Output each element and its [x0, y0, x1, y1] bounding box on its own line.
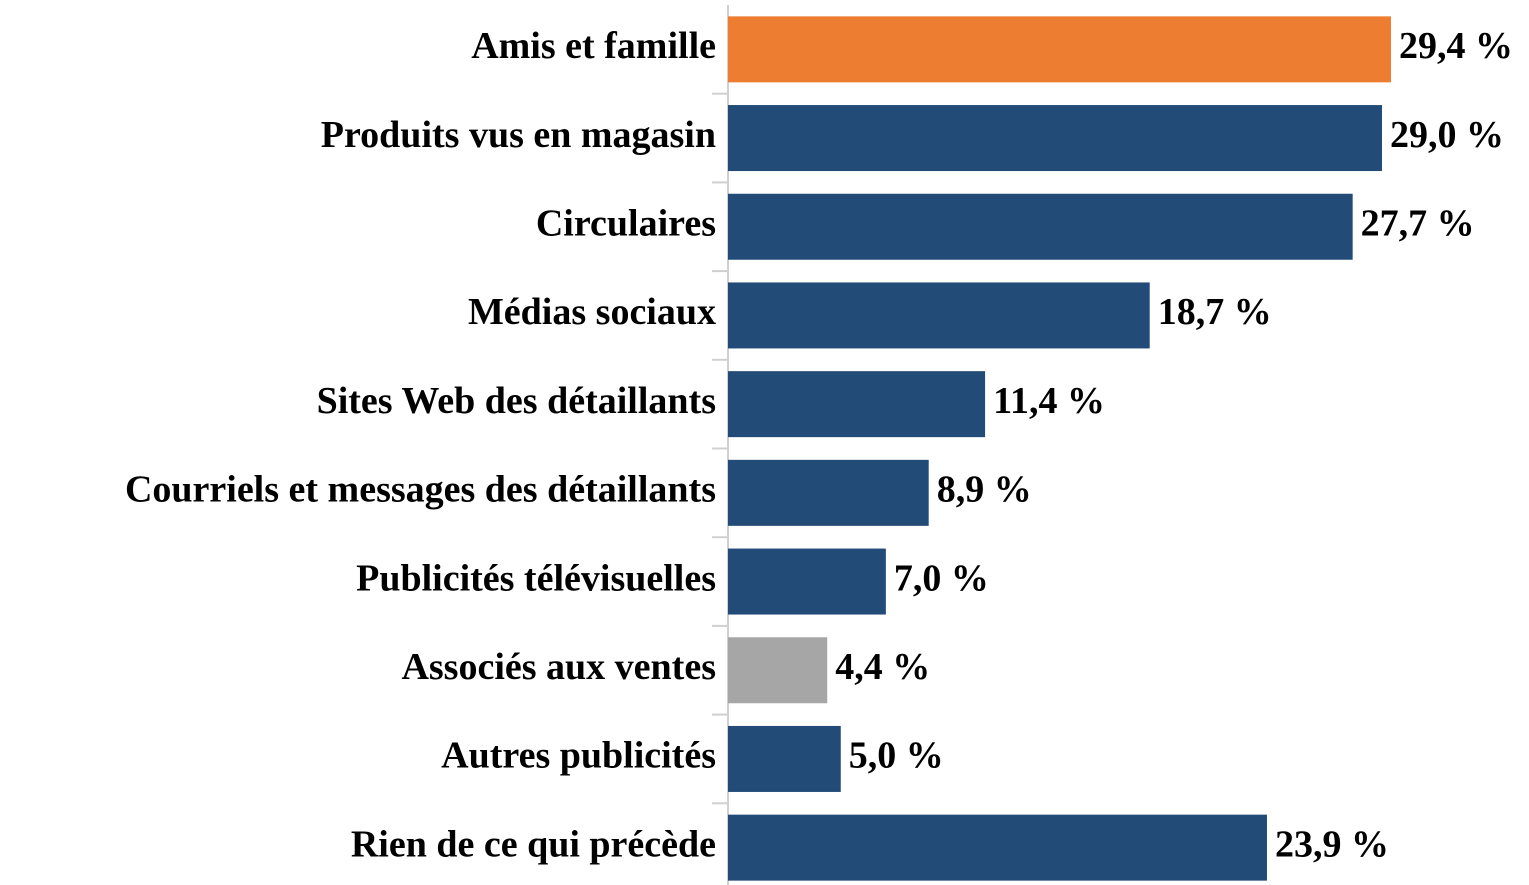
category-label: Sites Web des détaillants — [317, 380, 716, 422]
category-label: Produits vus en magasin — [321, 114, 716, 156]
bar — [728, 637, 828, 704]
category-label: Circulaires — [536, 202, 716, 244]
value-label: 27,7 % — [1361, 202, 1475, 244]
bar — [728, 548, 886, 615]
bar — [728, 16, 1391, 83]
bar — [728, 193, 1353, 260]
bar — [728, 814, 1267, 881]
value-label: 18,7 % — [1158, 291, 1272, 333]
category-label: Autres publicités — [441, 735, 716, 777]
value-label: 7,0 % — [894, 557, 989, 599]
value-label: 11,4 % — [993, 380, 1105, 422]
value-label: 8,9 % — [937, 469, 1032, 511]
bar — [728, 725, 841, 792]
value-label: 29,4 % — [1399, 25, 1513, 67]
bar — [728, 371, 986, 438]
bar — [728, 459, 929, 526]
bar — [728, 282, 1150, 349]
value-label: 5,0 % — [849, 735, 944, 777]
category-label: Rien de ce qui précède — [351, 823, 716, 865]
category-label: Associés aux ventes — [401, 646, 716, 688]
category-label: Publicités télévisuelles — [356, 557, 716, 599]
category-label: Amis et famille — [471, 25, 716, 67]
value-label: 29,0 % — [1390, 114, 1504, 156]
value-label: 4,4 % — [835, 646, 930, 688]
value-label: 23,9 % — [1275, 823, 1389, 865]
category-label: Courriels et messages des détaillants — [125, 469, 716, 511]
category-label: Médias sociaux — [468, 291, 716, 333]
bar — [728, 105, 1382, 172]
